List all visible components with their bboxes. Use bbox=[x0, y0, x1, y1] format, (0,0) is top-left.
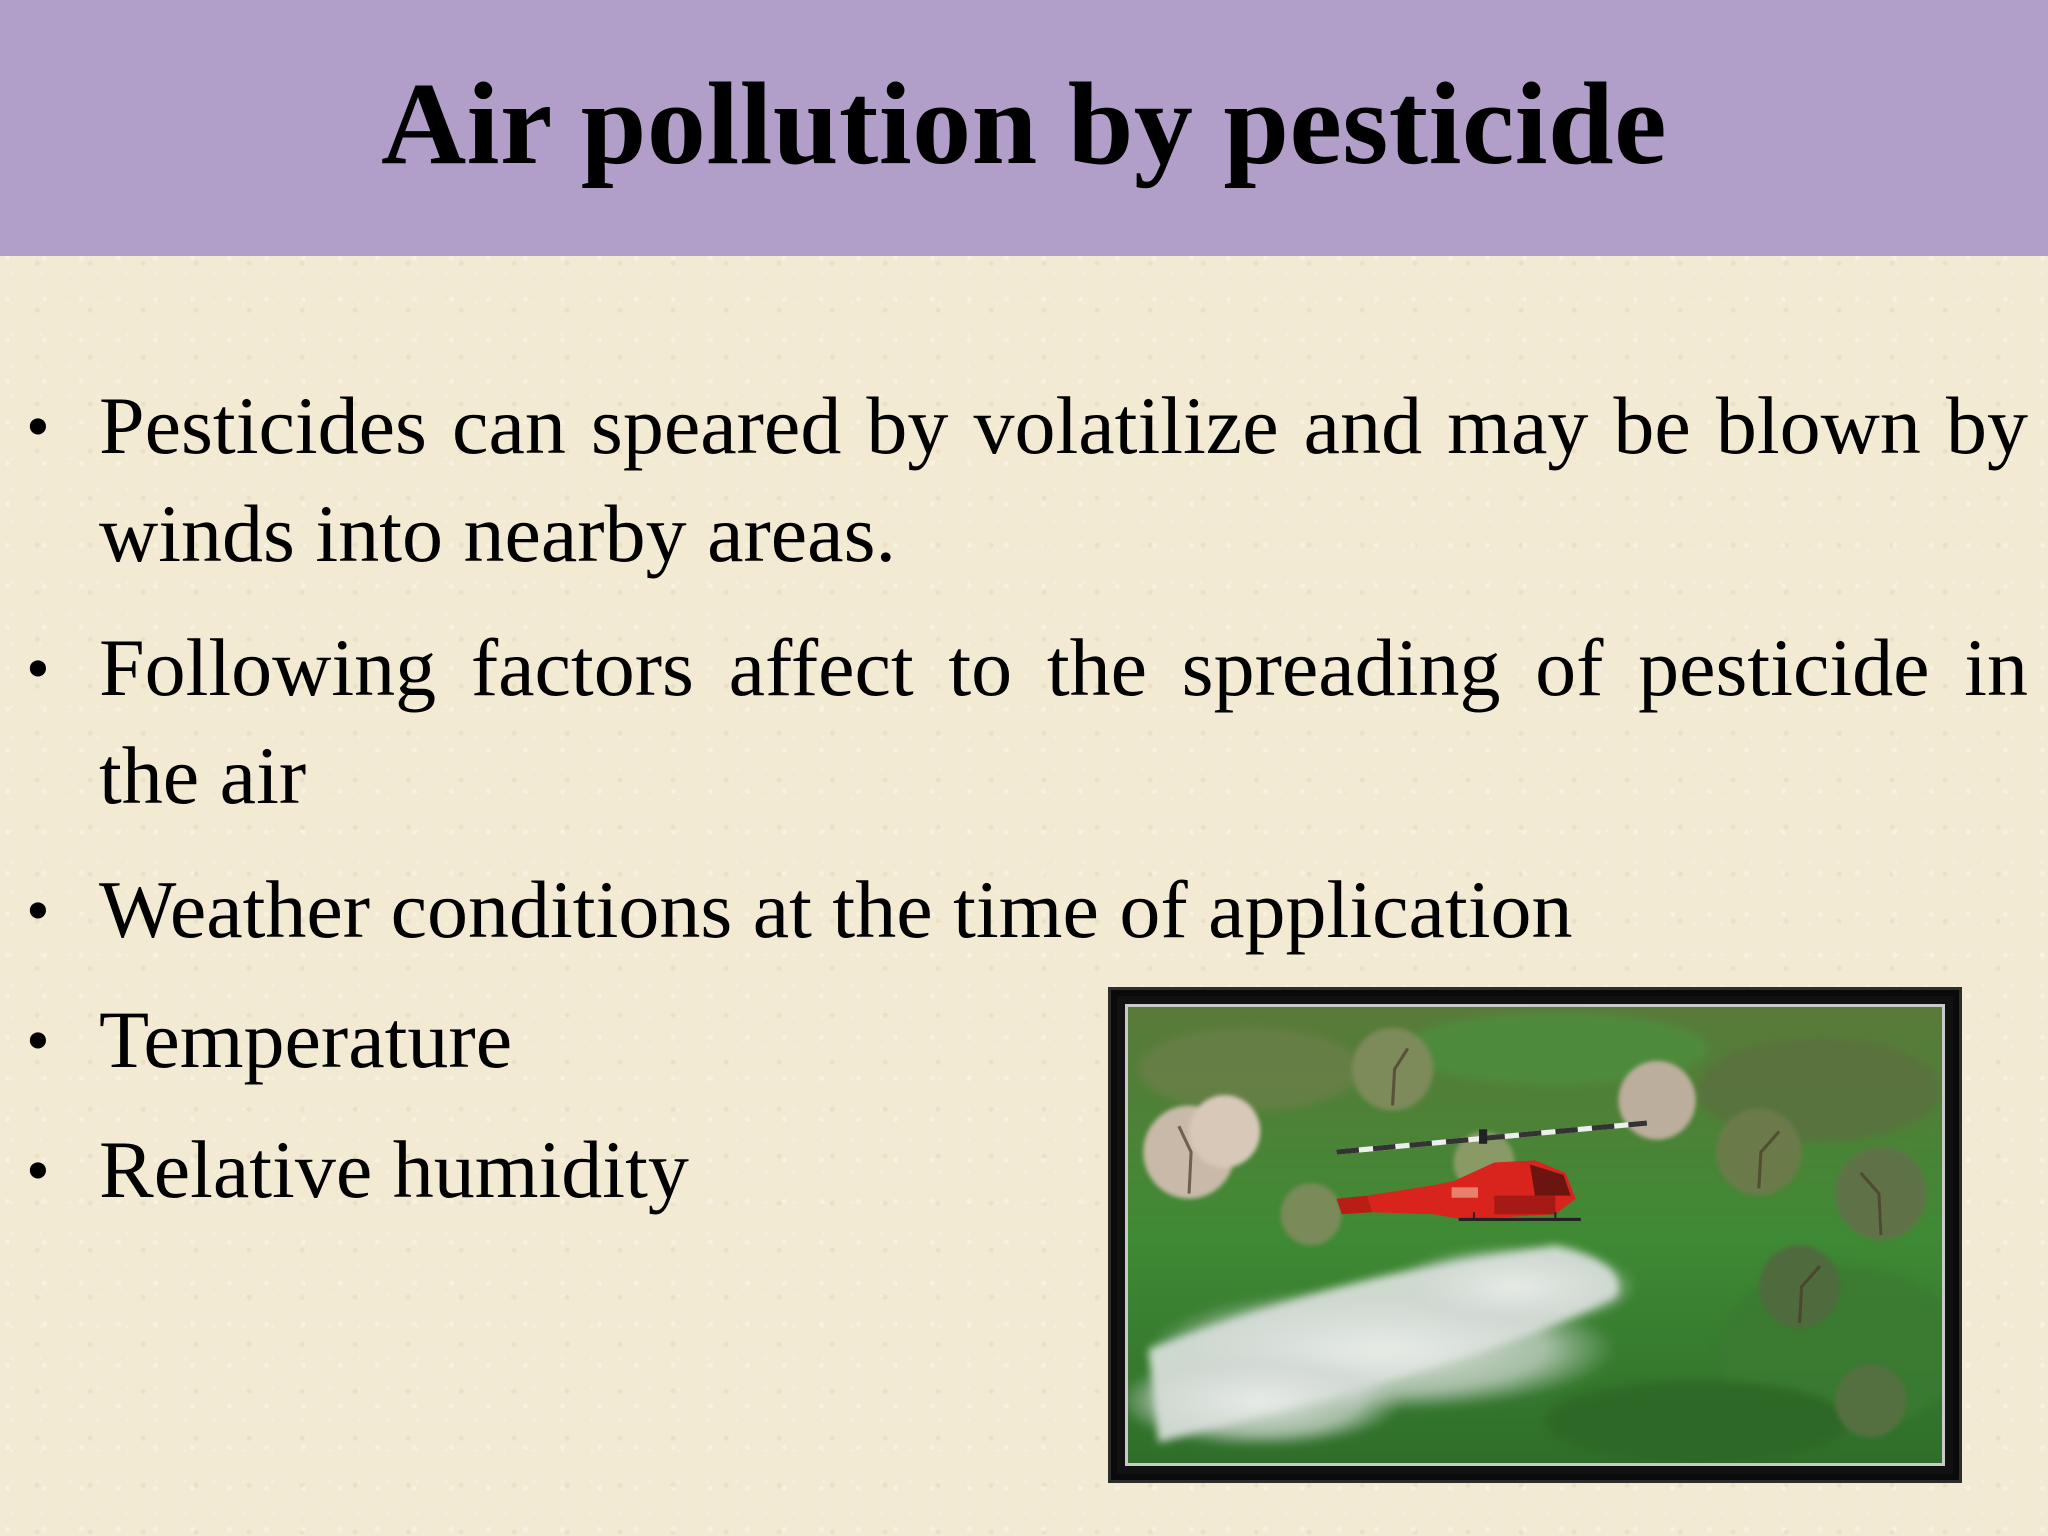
photo-frame bbox=[1108, 987, 1962, 1483]
bullet-dot: • bbox=[26, 630, 50, 706]
bullet-item: • Following factors affect to the spread… bbox=[0, 614, 2028, 830]
bullet-item: • Weather conditions at the time of appl… bbox=[0, 856, 2028, 964]
bullet-text: Pesticides can speared by volatilize and… bbox=[99, 380, 2028, 579]
title-bar: Air pollution by pesticide bbox=[0, 0, 2048, 256]
bullet-dot: • bbox=[26, 1132, 50, 1208]
bullet-text: Following factors affect to the spreadin… bbox=[99, 622, 2028, 821]
bullet-dot: • bbox=[26, 1002, 50, 1078]
helicopter-spraying-photo bbox=[1125, 1004, 1945, 1466]
bullet-item: • Relative humidity bbox=[0, 1116, 2028, 1224]
bullet-list: • Pesticides can speared by volatilize a… bbox=[0, 372, 2028, 1246]
bullet-item: • Pesticides can speared by volatilize a… bbox=[0, 372, 2028, 588]
bullet-text: Weather conditions at the time of applic… bbox=[99, 864, 1573, 955]
bullet-item: • Temperature bbox=[0, 986, 2028, 1094]
slide-title: Air pollution by pesticide bbox=[380, 58, 1668, 189]
bullet-text: Relative humidity bbox=[99, 1124, 689, 1215]
bullet-dot: • bbox=[26, 388, 50, 464]
bullet-text: Temperature bbox=[99, 994, 513, 1085]
bullet-dot: • bbox=[26, 872, 50, 948]
photo-illustration bbox=[1128, 1007, 1942, 1463]
